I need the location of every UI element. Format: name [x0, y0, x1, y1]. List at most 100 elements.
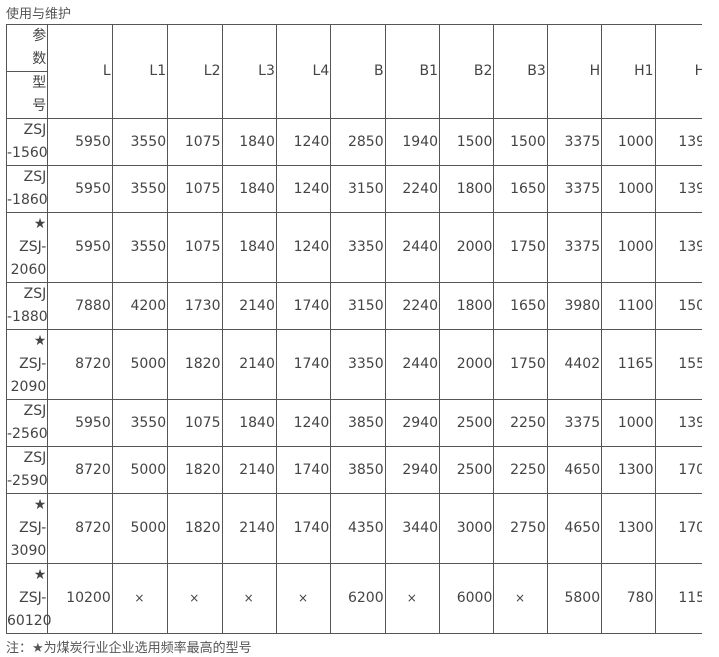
- value-cell-l: 8720: [47, 493, 113, 564]
- value-cell-b: 3150: [330, 165, 386, 213]
- value-cell-l: 5950: [47, 212, 113, 283]
- value-cell-l: 8720: [47, 446, 113, 494]
- value-cell-l: 5950: [47, 118, 113, 166]
- value-cell-l4: 1240: [275, 118, 332, 166]
- footnote: 注：★为煤炭行业企业选用频率最高的型号: [6, 641, 252, 656]
- value-cell-b1: 2940: [384, 446, 441, 494]
- value-cell-h2: 1390: [654, 165, 702, 213]
- value-cell-l1: 5000: [111, 493, 169, 564]
- value-cell-h: 3375: [546, 212, 603, 283]
- table-row: ★ ZSJ- 3090 8720 5000 1820 2140 1740 4350 3440 3…: [6, 493, 702, 564]
- value-cell-l2: 1075: [167, 165, 223, 213]
- column-header-l: L: [47, 24, 113, 119]
- value-cell-l2: 1820: [167, 329, 223, 400]
- value-cell-h2: 1390: [654, 399, 702, 447]
- value-cell-l4: ×: [275, 563, 332, 634]
- value-cell-l2: 1075: [167, 212, 223, 283]
- value-cell-b3: 1750: [493, 212, 548, 283]
- value-cell-h2: 1550: [654, 329, 702, 400]
- value-cell-h2: 1700: [654, 446, 702, 494]
- value-cell-l2: 1820: [167, 493, 223, 564]
- value-cell-h1: 1100: [601, 282, 656, 330]
- value-cell-l2: 1820: [167, 446, 223, 494]
- table-row: ZSJ -2590 8720 5000 1820 2140 1740 3850 2940 250…: [6, 446, 702, 494]
- table-row: ZSJ -1860 5950 3550 1075 1840 1240 3150 2240 180…: [6, 165, 702, 213]
- value-cell-b: 3150: [330, 282, 386, 330]
- section-title: 使用与维护: [6, 7, 72, 22]
- value-cell-h1: 1000: [601, 399, 656, 447]
- value-cell-h1: 1300: [601, 446, 656, 494]
- value-cell-l3: 2140: [221, 446, 277, 494]
- value-cell-b3: ×: [493, 563, 548, 634]
- value-cell-l: 8720: [47, 329, 113, 400]
- value-cell-h2: 1390: [654, 118, 702, 166]
- value-cell-h2: 1500: [654, 282, 702, 330]
- value-cell-b: 6200: [330, 563, 386, 634]
- value-cell-l: 5950: [47, 399, 113, 447]
- value-cell-l4: 1740: [275, 329, 332, 400]
- value-cell-l1: 3550: [111, 212, 169, 283]
- value-cell-l1: 5000: [111, 329, 169, 400]
- value-cell-l4: 1240: [275, 399, 332, 447]
- value-cell-l3: 1840: [221, 399, 277, 447]
- table-row: ★ ZSJ- 2090 8720 5000 1820 2140 1740 3350 2440 2…: [6, 329, 702, 400]
- value-cell-l4: 1240: [275, 165, 332, 213]
- value-cell-b2: 1500: [438, 118, 495, 166]
- value-cell-l: 7880: [47, 282, 113, 330]
- column-header-l1: L1: [111, 24, 169, 119]
- column-header-b3: B3: [493, 24, 548, 119]
- value-cell-l3: 1840: [221, 212, 277, 283]
- value-cell-b1: 2240: [384, 165, 441, 213]
- column-header-b: B: [330, 24, 386, 119]
- column-header-h2: H2: [654, 24, 702, 119]
- model-cell: ZSJ -2560: [6, 399, 49, 447]
- value-cell-b2: 2000: [438, 329, 495, 400]
- value-cell-l3: 2140: [221, 329, 277, 400]
- value-cell-l1: 4200: [111, 282, 169, 330]
- model-cell: ★ ZSJ- 60120: [6, 563, 52, 634]
- value-cell-l2: 1075: [167, 118, 223, 166]
- value-cell-b2: 1800: [438, 165, 495, 213]
- value-cell-l4: 1740: [275, 493, 332, 564]
- value-cell-b3: 1650: [493, 282, 548, 330]
- value-cell-l4: 1240: [275, 212, 332, 283]
- value-cell-l1: 3550: [111, 165, 169, 213]
- value-cell-b3: 1500: [493, 118, 548, 166]
- value-cell-h: 4650: [546, 446, 603, 494]
- value-cell-h: 5800: [546, 563, 603, 634]
- table-row: ZSJ -1880 7880 4200 1730 2140 1740 3150 2240 180…: [6, 282, 702, 330]
- table-row: ZSJ -1560 5950 3550 1075 1840 1240 2850 1940 150…: [6, 118, 702, 166]
- value-cell-h1: 1165: [601, 329, 656, 400]
- column-header-l3: L3: [221, 24, 277, 119]
- value-cell-b: 3350: [330, 329, 386, 400]
- value-cell-l: 5950: [47, 165, 113, 213]
- model-cell: ZSJ -1860: [6, 165, 49, 213]
- value-cell-l: 10200: [47, 563, 113, 634]
- value-cell-l3: 1840: [221, 165, 277, 213]
- value-cell-h2: 1150: [654, 563, 702, 634]
- value-cell-l1: 3550: [111, 399, 169, 447]
- model-cell: ★ ZSJ- 2090: [6, 329, 49, 400]
- value-cell-b1: 2440: [384, 212, 441, 283]
- value-cell-b2: 3000: [438, 493, 495, 564]
- value-cell-l1: 5000: [111, 446, 169, 494]
- value-cell-h: 4402: [546, 329, 603, 400]
- value-cell-h: 3375: [546, 118, 603, 166]
- model-cell: ★ ZSJ- 2060: [6, 212, 49, 283]
- value-cell-l4: 1740: [275, 446, 332, 494]
- value-cell-b3: 2250: [493, 399, 548, 447]
- value-cell-h: 4650: [546, 493, 603, 564]
- column-header-l2: L2: [167, 24, 223, 119]
- header-corner-cell: 参 数 型 号: [6, 24, 49, 119]
- value-cell-b2: 6000: [438, 563, 495, 634]
- value-cell-b: 4350: [330, 493, 386, 564]
- value-cell-h: 3375: [546, 165, 603, 213]
- table-row: ★ ZSJ- 60120 10200 × × × × 6200 × 6000 × 5800 780 11…: [6, 563, 702, 634]
- value-cell-b3: 1750: [493, 329, 548, 400]
- value-cell-b3: 2250: [493, 446, 548, 494]
- spec-table: 参 数 型 号 LL1L2L3L4BB1B2B3HH1H2 ZSJ -15605…: [6, 24, 702, 634]
- value-cell-l1: 3550: [111, 118, 169, 166]
- column-header-h1: H1: [601, 24, 656, 119]
- value-cell-b: 3850: [330, 399, 386, 447]
- spec-table-container: 参 数 型 号 LL1L2L3L4BB1B2B3HH1H2 ZSJ -15605…: [6, 24, 702, 634]
